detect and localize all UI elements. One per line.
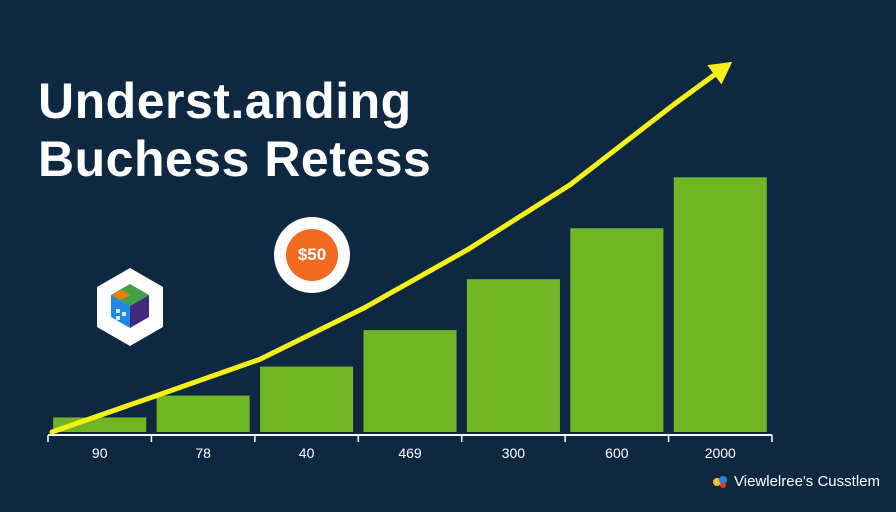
bar-3 [363, 330, 457, 432]
x-tick-label-0: 90 [92, 445, 108, 461]
x-tick-label-4: 300 [502, 445, 526, 461]
x-tick-label-5: 600 [605, 445, 629, 461]
bar-2 [260, 366, 354, 432]
trend-arrow-head [707, 61, 733, 85]
x-tick-label-6: 2000 [705, 445, 736, 461]
labels-layer: 90 78 40 469 300 600 2000 [92, 445, 736, 461]
bars-layer [53, 177, 767, 432]
x-tick-label-2: 40 [299, 445, 315, 461]
watermark-text: Viewlelree's Cusstlem [734, 473, 880, 490]
bar-4 [466, 279, 560, 432]
price-badge: $50 [274, 217, 350, 293]
bar-1 [156, 395, 250, 432]
x-tick-label-3: 469 [398, 445, 422, 461]
trend-line [49, 64, 729, 435]
x-tick-label-1: 78 [195, 445, 211, 461]
watermark: Viewlelree's Cusstlem [712, 473, 880, 490]
page-title: Underst.anding Buchess Retess [38, 72, 431, 188]
cube-icon [97, 268, 163, 346]
ticks-layer [47, 435, 773, 442]
bar-5 [570, 228, 664, 432]
trend-layer [49, 61, 733, 435]
brand-logo-icon [713, 475, 728, 488]
title-line-1: Underst.anding [38, 73, 412, 129]
title-line-2: Buchess Retess [38, 131, 432, 187]
price-badge-value: $50 [286, 229, 338, 281]
bar-6 [673, 177, 767, 432]
